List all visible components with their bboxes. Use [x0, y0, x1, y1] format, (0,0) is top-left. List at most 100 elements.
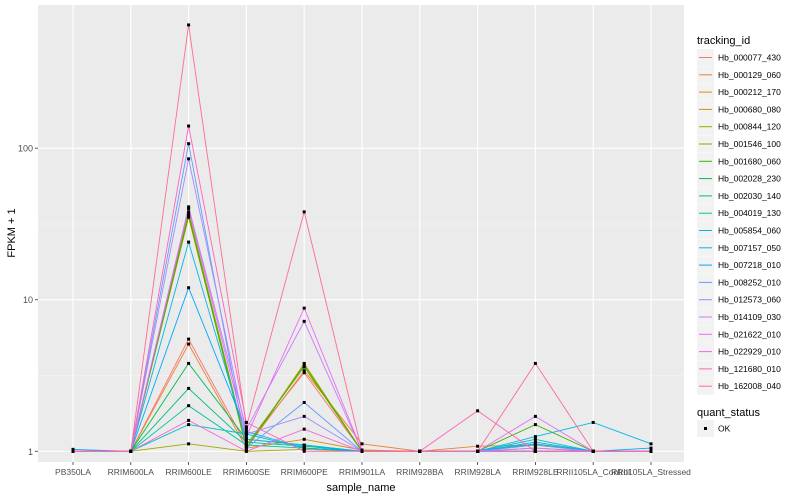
legend-label: Hb_000844_120 [718, 122, 781, 132]
data-point [533, 443, 537, 447]
legend-label: Hb_005854_060 [718, 226, 781, 236]
data-point [187, 386, 191, 390]
data-point [187, 142, 191, 146]
data-point [476, 444, 480, 448]
data-point [187, 215, 191, 219]
legend-label: Hb_002030_140 [718, 191, 781, 201]
x-tick-label: RRIM901LA [339, 467, 386, 477]
legend-label: Hb_001546_100 [718, 139, 781, 149]
data-point [244, 443, 248, 447]
data-point [533, 414, 537, 418]
data-point [302, 437, 306, 441]
legend-label: Hb_000212_170 [718, 87, 781, 97]
data-point [244, 420, 248, 424]
data-point [302, 414, 306, 418]
legend-label: Hb_007157_050 [718, 243, 781, 253]
data-point [302, 449, 306, 453]
data-point [187, 418, 191, 422]
data-point [244, 427, 248, 431]
legend-label: Hb_007218_010 [718, 260, 781, 270]
y-axis: 1 10 100 [18, 144, 38, 457]
data-point [244, 425, 248, 429]
y-axis-title: FPKM + 1 [6, 208, 18, 257]
data-point [187, 337, 191, 341]
data-point [591, 449, 595, 453]
legend-label: Hb_000077_430 [718, 53, 781, 63]
shape-legend-items: OK [697, 420, 731, 437]
legend-title: tracking_id [697, 35, 750, 47]
data-point [71, 449, 75, 453]
data-point [649, 449, 653, 453]
x-tick-label: RRIM928LE [512, 467, 559, 477]
data-point [533, 440, 537, 444]
x-axis-title: sample_name [326, 482, 395, 494]
data-point [244, 440, 248, 444]
grid-major [38, 5, 684, 462]
data-point [187, 342, 191, 346]
data-point [302, 443, 306, 447]
data-point [302, 427, 306, 431]
data-point [187, 404, 191, 408]
data-point [476, 449, 480, 453]
data-point [418, 449, 422, 453]
legend-label: Hb_014109_030 [718, 312, 781, 322]
legend-label: Hb_008252_010 [718, 277, 781, 287]
shape-legend-title: quant_status [697, 407, 760, 419]
data-point [533, 446, 537, 450]
data-point [187, 240, 191, 244]
data-point [244, 437, 248, 441]
data-point [302, 446, 306, 450]
legend-label: Hb_021622_010 [718, 329, 781, 339]
data-point [244, 430, 248, 434]
data-point [244, 446, 248, 450]
data-point [302, 210, 306, 214]
x-tick-label: RRIM600LA [108, 467, 155, 477]
data-point [302, 369, 306, 373]
data-point [302, 365, 306, 369]
data-point [649, 442, 653, 446]
y-tick-label: 10 [23, 295, 33, 305]
x-tick-label: RRIM600LE [165, 467, 212, 477]
x-tick-label: RRII105LA_Control [556, 467, 630, 477]
data-point [360, 442, 364, 446]
x-tick-label: RRII105LA_Stressed [611, 467, 691, 477]
data-point [129, 449, 133, 453]
data-point [187, 423, 191, 427]
legend-label: Hb_162008_040 [718, 381, 781, 391]
plot-panel [38, 5, 684, 462]
data-point [187, 213, 191, 217]
data-point [244, 449, 248, 453]
data-point [187, 157, 191, 161]
x-tick-label: RRIM600PE [281, 467, 329, 477]
x-tick-label: RRIM928LA [454, 467, 501, 477]
legend: tracking_id Hb_000077_430 Hb_000129_060 Hb… [697, 35, 781, 437]
data-point [187, 205, 191, 209]
legend-label: Hb_000129_060 [718, 70, 781, 80]
x-tick-label: RRIM928BA [396, 467, 444, 477]
legend-label: Hb_022929_010 [718, 347, 781, 357]
data-point [187, 23, 191, 27]
legend-label: Hb_121680_010 [718, 364, 781, 374]
data-point [533, 437, 537, 441]
legend-label: Hb_001680_060 [718, 156, 781, 166]
y-tick-label: 1 [28, 447, 33, 457]
data-point [302, 306, 306, 310]
legend-label: Hb_004019_130 [718, 208, 781, 218]
x-tick-label: RRIM600SE [223, 467, 271, 477]
data-point [302, 363, 306, 367]
data-point [187, 361, 191, 365]
data-point [591, 420, 595, 424]
data-point [187, 286, 191, 290]
legend-label: Hb_000680_080 [718, 104, 781, 114]
legend-label: Hb_012573_060 [718, 295, 781, 305]
data-point [649, 446, 653, 450]
data-point [302, 371, 306, 375]
data-point [476, 409, 480, 413]
data-point [302, 319, 306, 323]
data-point [71, 447, 75, 451]
data-point [533, 361, 537, 365]
data-point [533, 449, 537, 453]
legend-label: Hb_002028_230 [718, 174, 781, 184]
data-point [533, 423, 537, 427]
